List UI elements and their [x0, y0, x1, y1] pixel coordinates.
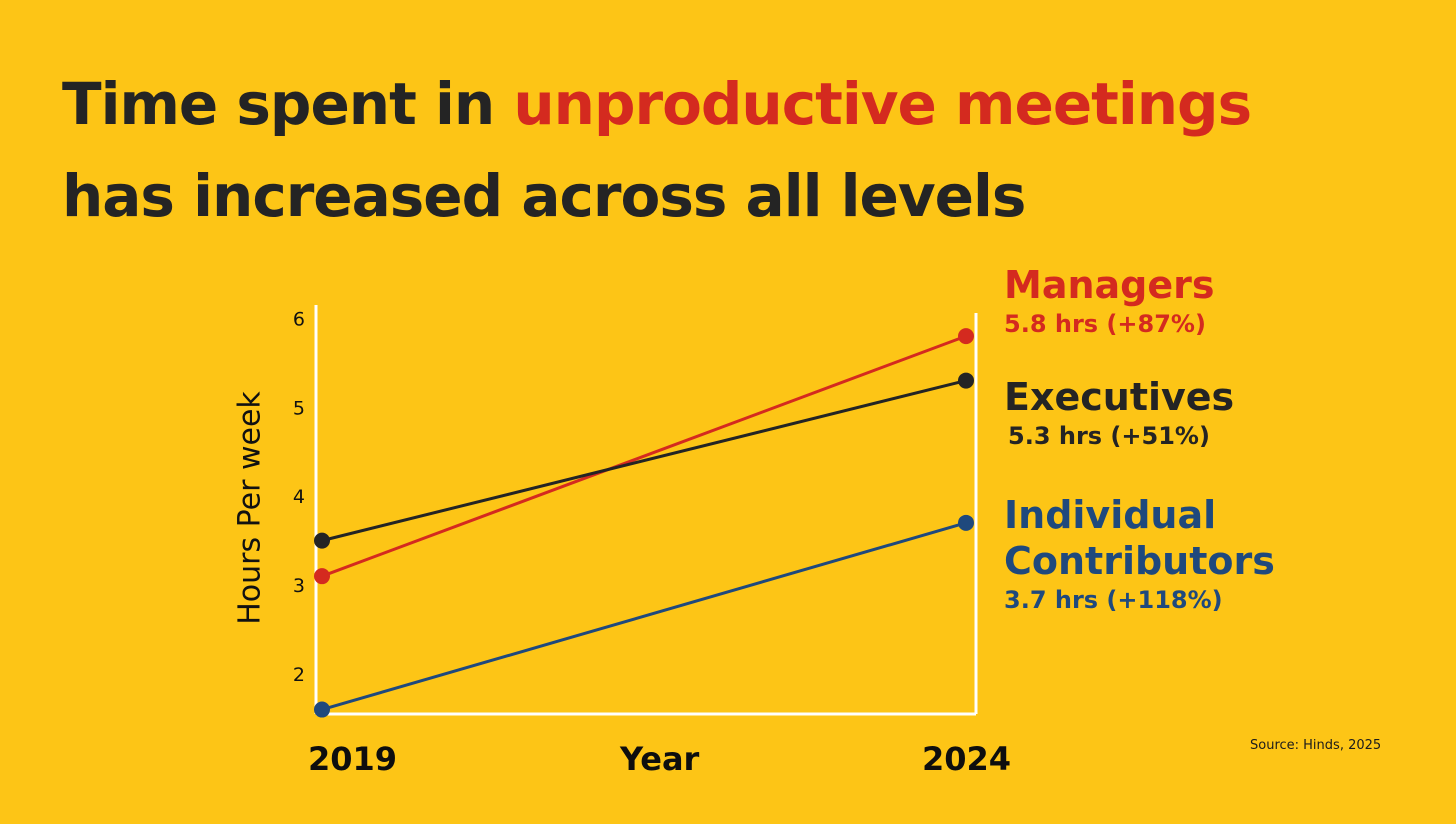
series-name-executives: Executives	[1004, 375, 1235, 419]
title-part2: has increased across all levels	[62, 162, 1026, 230]
data-point-managers-2019	[314, 568, 330, 585]
legend-individual-contributors: Individual Contributors 3.7 hrs (+118%)	[1004, 492, 1275, 616]
data-point-executives-2019	[314, 532, 330, 549]
series-value-ic: 3.7 hrs (+118%)	[1004, 586, 1223, 614]
x-axis-label: Year	[620, 740, 700, 778]
series-name-managers: Managers	[1004, 263, 1215, 307]
legend-managers: Managers 5.8 hrs (+87%)	[1004, 262, 1214, 340]
series-line-managers	[321, 334, 967, 578]
y-tick-label-2: 2	[293, 664, 305, 686]
chart-title: Time spent in unproductive meetings has …	[62, 58, 1252, 242]
y-tick-label-4: 4	[293, 486, 305, 508]
legend-executives: Executives 5.3 hrs (+51%)	[1004, 374, 1234, 452]
series-line-individual-contributors	[321, 521, 967, 711]
data-point-managers-2024	[958, 328, 974, 345]
series-name-ic-line1: Individual	[1004, 493, 1217, 537]
series-name-ic-line2: Contributors	[1004, 539, 1275, 583]
x-tick-label-2019: 2019	[308, 740, 398, 778]
series-line-executives	[321, 379, 967, 543]
y-axis-label: Hours Per week	[232, 391, 268, 625]
series-value-executives: 5.3 hrs (+51%)	[1008, 422, 1210, 450]
title-highlight: unproductive meetings	[513, 70, 1252, 138]
y-tick-label-5: 5	[293, 397, 305, 419]
y-tick-label-3: 3	[293, 575, 305, 597]
y-tick-label-6: 6	[293, 308, 305, 330]
title-part1: Time spent in	[62, 70, 514, 138]
data-point-individual-contributors-2019	[314, 701, 330, 718]
source-note: Source: Hinds, 2025	[1250, 738, 1382, 753]
data-point-executives-2024	[958, 372, 974, 389]
series-value-managers: 5.8 hrs (+87%)	[1004, 310, 1206, 338]
x-tick-label-2024: 2024	[922, 740, 1012, 778]
data-point-individual-contributors-2024	[958, 514, 974, 531]
